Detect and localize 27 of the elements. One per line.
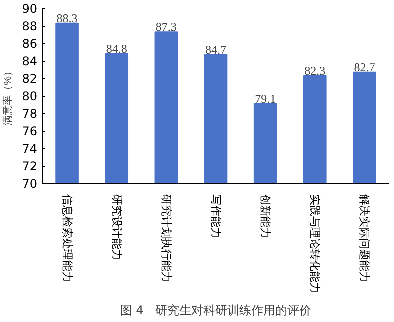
y-tick-label: 82 <box>22 72 38 86</box>
y-tick-label: 84 <box>22 54 38 68</box>
x-tick-label: 研究计划执行能力 <box>160 194 173 282</box>
x-tick-label: 创新能力 <box>259 194 272 238</box>
text: 图 4 研究生对科研训练作用的评价 <box>120 304 312 318</box>
y-tick-label: 90 <box>22 2 38 16</box>
y-axis-title: 满意率（%） <box>2 66 14 126</box>
data-label: 87.3 <box>156 20 177 34</box>
x-tick-label: 信息检索处理能力 <box>60 194 74 282</box>
y-tick-label: 80 <box>22 90 38 104</box>
data-label: 84.7 <box>206 42 226 57</box>
x-tick-label: 实践与理论转化能力 <box>308 194 322 294</box>
y-tick-label: 72 <box>22 160 38 174</box>
data-label: 82.3 <box>304 64 326 78</box>
x-tick-label: 研究设计能力 <box>110 194 124 260</box>
data-label: 82.7 <box>354 60 376 74</box>
y-tick-label: 88 <box>22 20 38 34</box>
y-tick-label: 86 <box>22 37 38 51</box>
data-label: 88.3 <box>56 11 78 26</box>
y-tick-label: 78 <box>22 107 38 121</box>
y-tick-label: 70 <box>22 177 38 191</box>
y-tick-label: 76 <box>22 124 38 138</box>
x-tick-label: 解决实际问题能力 <box>358 194 372 282</box>
y-tick-label: 74 <box>22 142 38 156</box>
x-tick-label: 写作能力 <box>210 194 222 238</box>
data-label: 84.8 <box>106 42 128 56</box>
data-label: 79.1 <box>255 92 276 106</box>
